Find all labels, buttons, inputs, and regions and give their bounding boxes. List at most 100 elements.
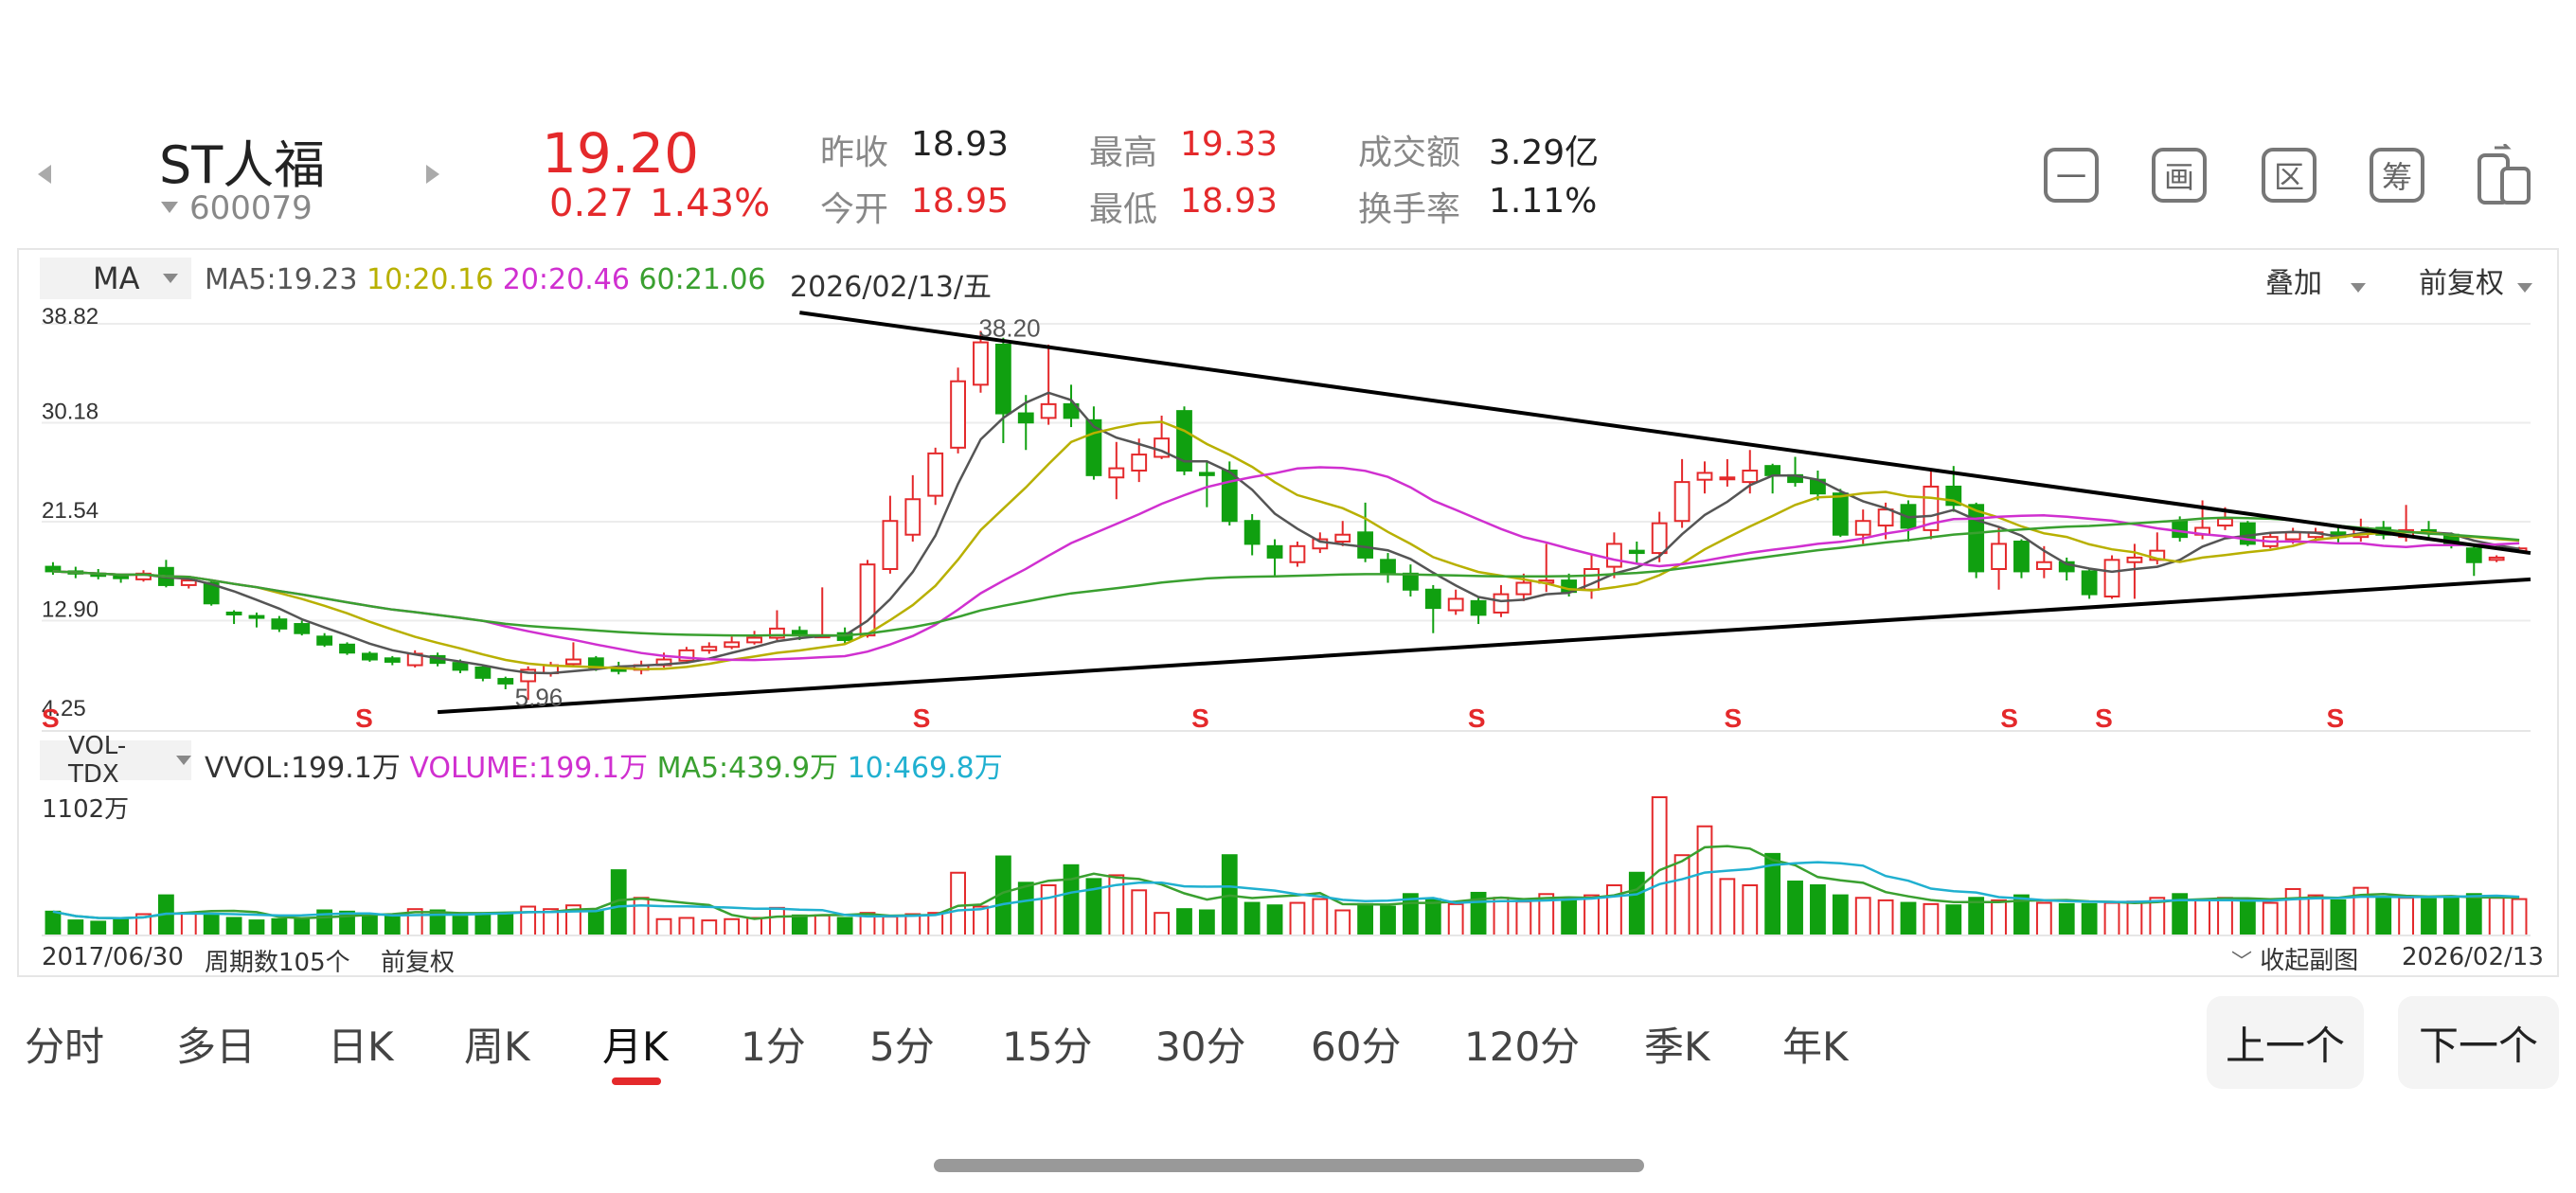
dropdown-triangle-icon[interactable] <box>161 202 178 213</box>
candle-body <box>248 614 265 619</box>
active-tab-indicator <box>612 1077 661 1085</box>
volume-bar <box>950 871 966 937</box>
chip-box-icon[interactable]: 筹 <box>2370 148 2424 203</box>
candle-body <box>950 380 966 449</box>
region-box-icon[interactable]: 区 <box>2262 148 2317 203</box>
tab-15min[interactable]: 15分 <box>1002 1024 1093 1070</box>
tab-intraday[interactable]: 分时 <box>25 1024 105 1070</box>
candle-body <box>1854 520 1871 536</box>
volume-bar <box>1515 900 1532 937</box>
ma5-line <box>52 391 2520 675</box>
volume-bar <box>1877 899 1894 936</box>
volume-bar <box>1651 796 1668 936</box>
volume-bar <box>1787 881 1803 936</box>
volume-bar <box>1176 908 1192 936</box>
open-value: 18.95 <box>911 182 1010 221</box>
volume-bar <box>633 897 650 937</box>
s-marker: S <box>1468 703 1486 733</box>
volume-bar <box>1424 898 1441 936</box>
candle-body <box>2172 520 2189 539</box>
volume-bar <box>1131 889 1148 936</box>
tab-120min[interactable]: 120分 <box>1464 1024 1581 1070</box>
volume-bar <box>1289 901 1306 936</box>
s-marker: S <box>1725 703 1743 733</box>
volume-bar <box>1854 897 1871 937</box>
candle-body <box>927 452 944 497</box>
candle-body <box>1108 467 1125 479</box>
tab-30min[interactable]: 30分 <box>1155 1024 1246 1070</box>
candle-body <box>2035 561 2052 570</box>
tab-daily-k[interactable]: 日K <box>328 1024 394 1070</box>
candle-body <box>1968 504 1985 573</box>
home-indicator[interactable] <box>934 1159 1644 1172</box>
volume-bar <box>1991 899 2007 936</box>
s-marker: S <box>2000 703 2018 733</box>
volume-bar <box>1154 912 1171 937</box>
candle-body <box>2013 540 2030 573</box>
candle-body <box>1515 581 1532 596</box>
volume-bar <box>1673 854 1690 937</box>
volume-bar <box>1810 884 1826 936</box>
adjust-selector[interactable]: 前复权 <box>2419 259 2532 301</box>
candle-body <box>2217 517 2233 527</box>
high-value: 19.33 <box>1180 125 1279 164</box>
vol-indicator-label: VOL-TDX <box>68 732 127 789</box>
ma-indicator-label: MA <box>93 260 140 296</box>
candle-body <box>2058 561 2075 573</box>
candle-body <box>701 646 718 651</box>
volume-bar <box>294 917 311 937</box>
candle-body <box>1764 465 1781 476</box>
turnover-value: 3.29亿 <box>1489 134 1600 172</box>
double-chevron-down-icon: ﹀ <box>2231 951 2253 974</box>
max-price-label: 38.20 <box>978 313 1040 342</box>
volume-bar <box>1719 878 1736 936</box>
next-stock-arrow-icon[interactable] <box>426 165 439 184</box>
candle-body <box>180 579 197 586</box>
volume-bar <box>2194 899 2210 936</box>
tab-weekly-k[interactable]: 周K <box>464 1024 530 1070</box>
candle-body <box>1673 481 1690 523</box>
candle-body <box>1606 543 1622 568</box>
volume-bar <box>2284 887 2301 937</box>
minus-box-icon[interactable]: 一 <box>2044 148 2099 203</box>
prev-stock-arrow-icon[interactable] <box>38 165 51 184</box>
candle-body <box>384 657 401 663</box>
tab-yearly-k[interactable]: 年K <box>1782 1024 1849 1070</box>
candle-body <box>1334 533 1351 543</box>
tab-1min[interactable]: 1分 <box>741 1024 806 1070</box>
tab-5min[interactable]: 5分 <box>869 1024 935 1070</box>
tab-monthly-k[interactable]: 月K <box>602 1024 669 1070</box>
picture-box-icon[interactable]: 画 <box>2152 148 2207 203</box>
volume-bar <box>587 909 604 937</box>
collapse-subchart-button[interactable]: ﹀ 收起副图 <box>2231 941 2358 976</box>
overlay-dropdown-icon <box>2350 283 2366 293</box>
volume-bar <box>1493 897 1510 937</box>
overlay-label: 叠加 <box>2265 267 2322 300</box>
candle-body <box>1651 522 1668 555</box>
next-button[interactable]: 下一个 <box>2398 996 2559 1089</box>
candle-body <box>294 623 311 634</box>
price-change: 0.27 <box>549 182 635 225</box>
volume-bar <box>769 906 785 936</box>
tab-multi-day[interactable]: 多日 <box>176 1024 257 1070</box>
volume-bar <box>45 910 62 936</box>
current-price: 19.20 <box>542 121 700 186</box>
candle-body <box>882 520 899 570</box>
cursor-date: 2026/02/13/五 <box>790 271 993 304</box>
vol-indicator-selector[interactable]: VOL-TDX <box>40 732 191 789</box>
candle-body <box>2465 547 2482 563</box>
candle-body <box>2284 531 2301 541</box>
prev-button[interactable]: 上一个 <box>2207 996 2364 1089</box>
tab-quarterly-k[interactable]: 季K <box>1644 1024 1710 1070</box>
device-switch-icon[interactable] <box>2476 142 2532 206</box>
volume-bar <box>1696 825 1713 936</box>
ma-indicator-selector[interactable]: MA <box>40 258 191 299</box>
candle-body <box>994 344 1011 415</box>
candle-body <box>746 636 762 644</box>
tab-60min[interactable]: 60分 <box>1311 1024 1402 1070</box>
s-marker: S <box>2327 703 2345 733</box>
candle-body <box>1312 538 1329 550</box>
volume-ma10-line <box>52 861 2520 920</box>
overlay-selector[interactable]: 叠加 <box>2265 259 2366 301</box>
